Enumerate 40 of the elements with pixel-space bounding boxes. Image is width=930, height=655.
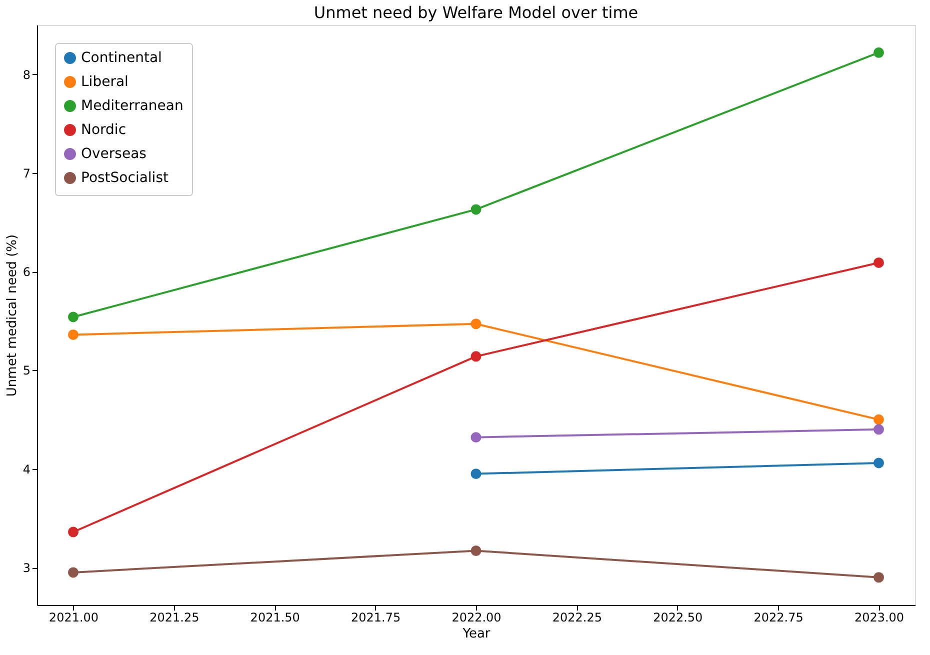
legend-label: PostSocialist	[81, 170, 169, 186]
point	[68, 329, 78, 340]
point	[874, 414, 884, 425]
x-tick-label: 2021.00	[48, 610, 99, 624]
point	[470, 432, 482, 443]
y-tick-label: 3	[22, 561, 30, 576]
y-tick-label: 7	[22, 166, 30, 180]
point	[470, 546, 482, 556]
point	[874, 458, 884, 468]
legend-label: Liberal	[81, 74, 128, 90]
legend-label: Overseas	[81, 146, 146, 162]
point	[68, 312, 78, 322]
point	[68, 526, 78, 538]
x-tick-label: 2022.25	[552, 610, 602, 624]
legend-label: Continental	[81, 50, 162, 66]
x-axis-title: Year	[462, 626, 491, 642]
y-axis-title: Unmet medical need (%)	[4, 234, 20, 397]
x-tick-label: 2022.75	[754, 610, 804, 624]
x-tick-label: 2022.00	[452, 610, 502, 624]
point	[470, 318, 482, 330]
point	[874, 572, 884, 583]
point	[470, 351, 482, 362]
chart-title: Unmet need by Welfare Model over time	[314, 3, 638, 22]
legend-label: Nordic	[81, 122, 126, 138]
x-tick-label: 2023.00	[854, 610, 904, 624]
legend-label: Mediterranean	[81, 98, 184, 114]
y-tick-label: 5	[22, 364, 30, 378]
x-tick-label: 2022.50	[653, 610, 703, 624]
point	[874, 257, 884, 268]
x-tick-label: 2021.75	[351, 610, 401, 624]
y-tick-label: 6	[22, 265, 30, 280]
point	[470, 468, 482, 480]
x-tick-label: 2021.25	[150, 610, 200, 624]
point	[470, 204, 482, 215]
point	[68, 567, 78, 578]
x-tick-label: 2021.50	[250, 610, 300, 624]
point	[874, 424, 884, 435]
point	[874, 47, 884, 58]
y-tick-label: 4	[22, 462, 30, 476]
y-tick-label: 8	[22, 68, 30, 82]
